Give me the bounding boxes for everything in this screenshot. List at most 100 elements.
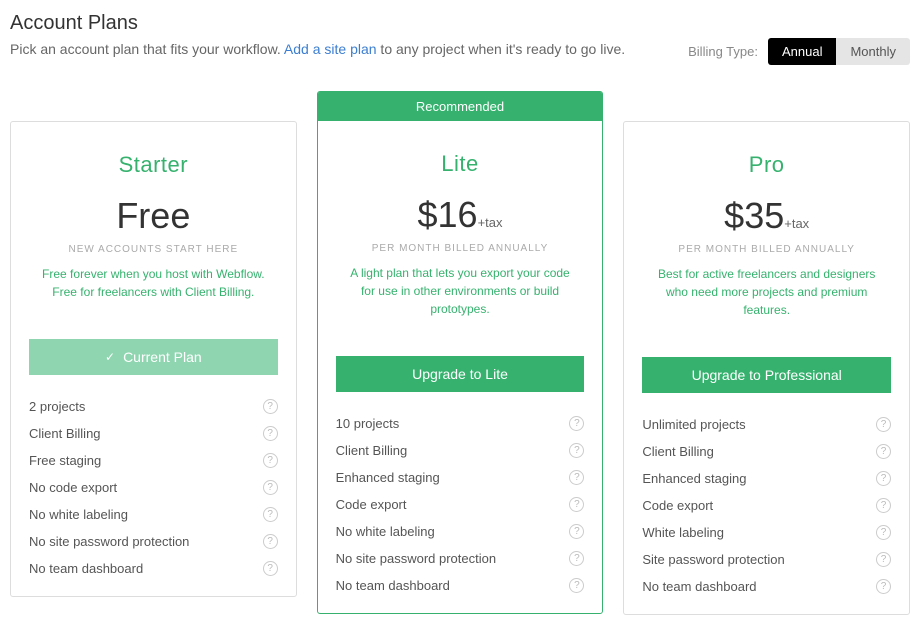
billing-annual-button[interactable]: Annual xyxy=(768,38,836,65)
feature-text: Enhanced staging xyxy=(336,470,440,485)
help-icon[interactable]: ? xyxy=(263,507,278,522)
feature-text: Client Billing xyxy=(29,426,101,441)
feature-text: 2 projects xyxy=(29,399,85,414)
upgrade-lite-button[interactable]: Upgrade to Lite xyxy=(336,356,585,392)
feature-item: Client Billing? xyxy=(336,437,585,464)
feature-item: No code export? xyxy=(29,474,278,501)
plan-sub: PER MONTH BILLED ANNUALLY xyxy=(336,243,585,254)
add-site-plan-link[interactable]: Add a site plan xyxy=(284,41,377,57)
plan-button-label: Current Plan xyxy=(123,349,202,365)
plan-button-label: Upgrade to Professional xyxy=(692,367,842,383)
plan-name: Pro xyxy=(642,152,891,178)
page-subtitle: Pick an account plan that fits your work… xyxy=(10,41,625,57)
subtitle-pre: Pick an account plan that fits your work… xyxy=(10,41,284,57)
help-icon[interactable]: ? xyxy=(876,525,891,540)
feature-text: 10 projects xyxy=(336,416,400,431)
subtitle-post: to any project when it's ready to go liv… xyxy=(377,41,626,57)
plan-sub: PER MONTH BILLED ANNUALLY xyxy=(642,244,891,255)
feature-text: No white labeling xyxy=(29,507,128,522)
billing-toggle-group: Annual Monthly xyxy=(768,38,910,65)
plan-pro: Pro $35+tax PER MONTH BILLED ANNUALLY Be… xyxy=(623,121,910,615)
check-icon: ✓ xyxy=(105,350,115,364)
help-icon[interactable]: ? xyxy=(263,534,278,549)
help-icon[interactable]: ? xyxy=(569,578,584,593)
billing-toggle: Billing Type: Annual Monthly xyxy=(688,38,910,65)
feature-text: No code export xyxy=(29,480,117,495)
upgrade-pro-button[interactable]: Upgrade to Professional xyxy=(642,357,891,393)
billing-type-label: Billing Type: xyxy=(688,44,758,59)
feature-item: Free staging? xyxy=(29,447,278,474)
plan-desc: Best for active freelancers and designer… xyxy=(642,265,891,319)
feature-text: Code export xyxy=(336,497,407,512)
plan-sub: NEW ACCOUNTS START HERE xyxy=(29,244,278,255)
plan-lite-header: Lite $16+tax PER MONTH BILLED ANNUALLY A… xyxy=(318,121,603,336)
help-icon[interactable]: ? xyxy=(876,444,891,459)
help-icon[interactable]: ? xyxy=(263,561,278,576)
page-header: Account Plans Pick an account plan that … xyxy=(10,12,910,65)
recommended-banner: Recommended xyxy=(318,92,603,121)
plan-price: Free xyxy=(29,198,278,234)
help-icon[interactable]: ? xyxy=(876,417,891,432)
feature-text: Client Billing xyxy=(642,444,714,459)
help-icon[interactable]: ? xyxy=(569,443,584,458)
plan-price: $35+tax xyxy=(642,198,891,234)
feature-item: Client Billing? xyxy=(642,438,891,465)
feature-text: Code export xyxy=(642,498,713,513)
billing-monthly-button[interactable]: Monthly xyxy=(836,38,910,65)
help-icon[interactable]: ? xyxy=(569,497,584,512)
feature-text: No team dashboard xyxy=(336,578,450,593)
help-icon[interactable]: ? xyxy=(569,551,584,566)
feature-item: Site password protection? xyxy=(642,546,891,573)
help-icon[interactable]: ? xyxy=(876,498,891,513)
plan-pro-features: Unlimited projects? Client Billing? Enha… xyxy=(624,411,909,614)
feature-item: No white labeling? xyxy=(336,518,585,545)
help-icon[interactable]: ? xyxy=(569,470,584,485)
page-title: Account Plans xyxy=(10,12,625,35)
help-icon[interactable]: ? xyxy=(876,552,891,567)
price-value: $16 xyxy=(418,194,478,235)
feature-item: 10 projects? xyxy=(336,410,585,437)
help-icon[interactable]: ? xyxy=(263,453,278,468)
feature-item: White labeling? xyxy=(642,519,891,546)
current-plan-button: ✓ Current Plan xyxy=(29,339,278,375)
help-icon[interactable]: ? xyxy=(569,524,584,539)
help-icon[interactable]: ? xyxy=(569,416,584,431)
feature-text: White labeling xyxy=(642,525,724,540)
feature-text: No team dashboard xyxy=(642,579,756,594)
feature-item: Unlimited projects? xyxy=(642,411,891,438)
plan-pro-header: Pro $35+tax PER MONTH BILLED ANNUALLY Be… xyxy=(624,122,909,337)
plan-desc: A light plan that lets you export your c… xyxy=(336,264,585,318)
feature-item: No site password protection? xyxy=(336,545,585,572)
plan-starter-features: 2 projects? Client Billing? Free staging… xyxy=(11,393,296,596)
feature-text: Enhanced staging xyxy=(642,471,746,486)
feature-text: No white labeling xyxy=(336,524,435,539)
feature-item: No team dashboard? xyxy=(29,555,278,582)
price-tax: +tax xyxy=(478,215,503,230)
plans-grid: Starter Free NEW ACCOUNTS START HERE Fre… xyxy=(10,91,910,615)
feature-item: No white labeling? xyxy=(29,501,278,528)
feature-text: Unlimited projects xyxy=(642,417,745,432)
help-icon[interactable]: ? xyxy=(876,579,891,594)
feature-item: Client Billing? xyxy=(29,420,278,447)
help-icon[interactable]: ? xyxy=(263,480,278,495)
plan-lite: Recommended Lite $16+tax PER MONTH BILLE… xyxy=(317,91,604,614)
plan-desc: Free forever when you host with Webflow.… xyxy=(29,265,278,301)
feature-text: No site password protection xyxy=(336,551,496,566)
feature-text: Free staging xyxy=(29,453,101,468)
feature-item: Enhanced staging? xyxy=(336,464,585,491)
header-text: Account Plans Pick an account plan that … xyxy=(10,12,625,57)
feature-text: No team dashboard xyxy=(29,561,143,576)
feature-text: Client Billing xyxy=(336,443,408,458)
feature-item: Code export? xyxy=(642,492,891,519)
help-icon[interactable]: ? xyxy=(263,399,278,414)
feature-text: Site password protection xyxy=(642,552,784,567)
plan-starter: Starter Free NEW ACCOUNTS START HERE Fre… xyxy=(10,121,297,597)
help-icon[interactable]: ? xyxy=(876,471,891,486)
price-value: $35 xyxy=(724,195,784,236)
plan-button-label: Upgrade to Lite xyxy=(412,366,508,382)
feature-item: No site password protection? xyxy=(29,528,278,555)
help-icon[interactable]: ? xyxy=(263,426,278,441)
price-tax: +tax xyxy=(784,216,809,231)
plan-starter-header: Starter Free NEW ACCOUNTS START HERE Fre… xyxy=(11,122,296,319)
plan-lite-features: 10 projects? Client Billing? Enhanced st… xyxy=(318,410,603,613)
